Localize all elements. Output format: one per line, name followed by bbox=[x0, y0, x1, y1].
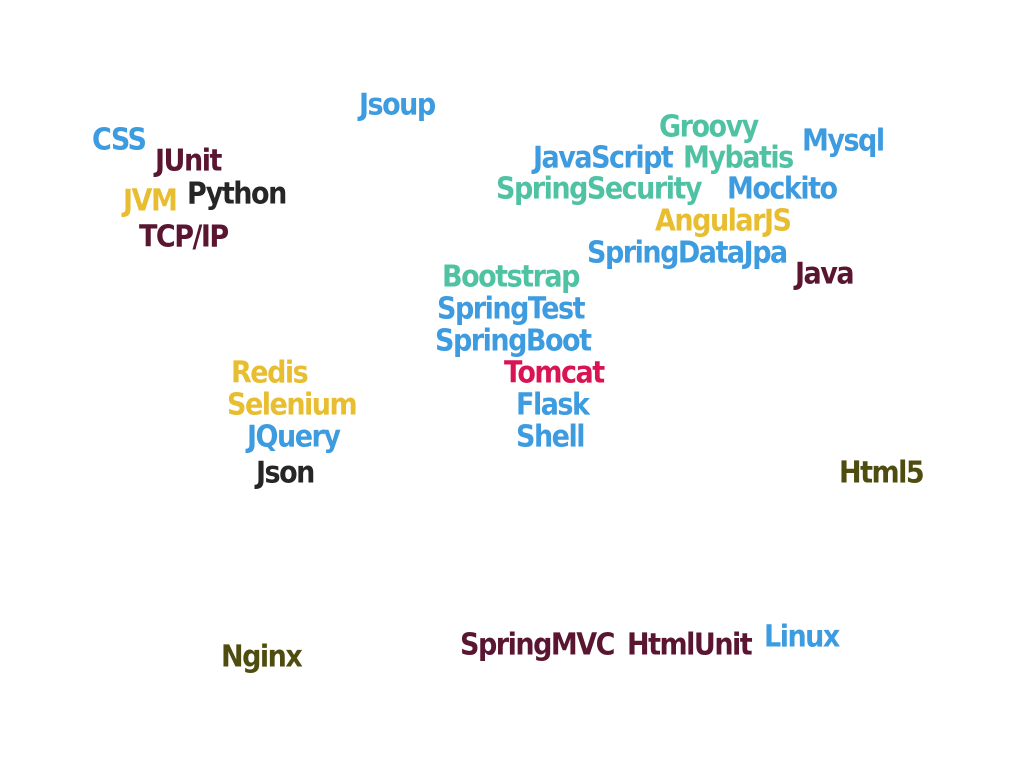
word-nginx: Nginx bbox=[221, 639, 303, 675]
word-springmvc: SpringMVC bbox=[460, 627, 615, 663]
word-mybatis: Mybatis bbox=[683, 140, 794, 176]
word-springboot: SpringBoot bbox=[435, 323, 592, 359]
word-tomcat: Tomcat bbox=[504, 355, 605, 391]
word-springsecurity: SpringSecurity bbox=[496, 171, 702, 207]
word-flask: Flask bbox=[516, 387, 590, 423]
word-htmlunit: HtmlUnit bbox=[627, 627, 753, 663]
word-jquery: JQuery bbox=[247, 419, 341, 455]
word-jsoup: Jsoup bbox=[359, 87, 436, 123]
word-groovy: Groovy bbox=[659, 109, 759, 145]
word-shell: Shell bbox=[516, 419, 586, 455]
word-jvm: JVM bbox=[123, 183, 178, 219]
word-java: Java bbox=[795, 256, 855, 292]
word-mockito: Mockito bbox=[727, 171, 838, 207]
word-selenium: Selenium bbox=[227, 387, 358, 423]
word-mysql: Mysql bbox=[802, 123, 885, 159]
word-junit: JUnit bbox=[155, 143, 222, 179]
word-redis: Redis bbox=[231, 355, 309, 391]
word-json: Json bbox=[256, 455, 315, 491]
word-bootstrap: Bootstrap bbox=[442, 259, 580, 295]
word-html5: Html5 bbox=[839, 455, 925, 491]
word-linux: Linux bbox=[764, 619, 840, 655]
word-javascript: JavaScript bbox=[533, 140, 674, 176]
word-springdatajpa: SpringDataJpa bbox=[587, 235, 788, 271]
word-css: CSS bbox=[92, 122, 147, 158]
word-tcp-ip: TCP/IP bbox=[139, 219, 229, 255]
word-angularjs: AngularJS bbox=[655, 203, 792, 239]
word-python: Python bbox=[187, 176, 287, 212]
word-springtest: SpringTest bbox=[437, 291, 586, 327]
